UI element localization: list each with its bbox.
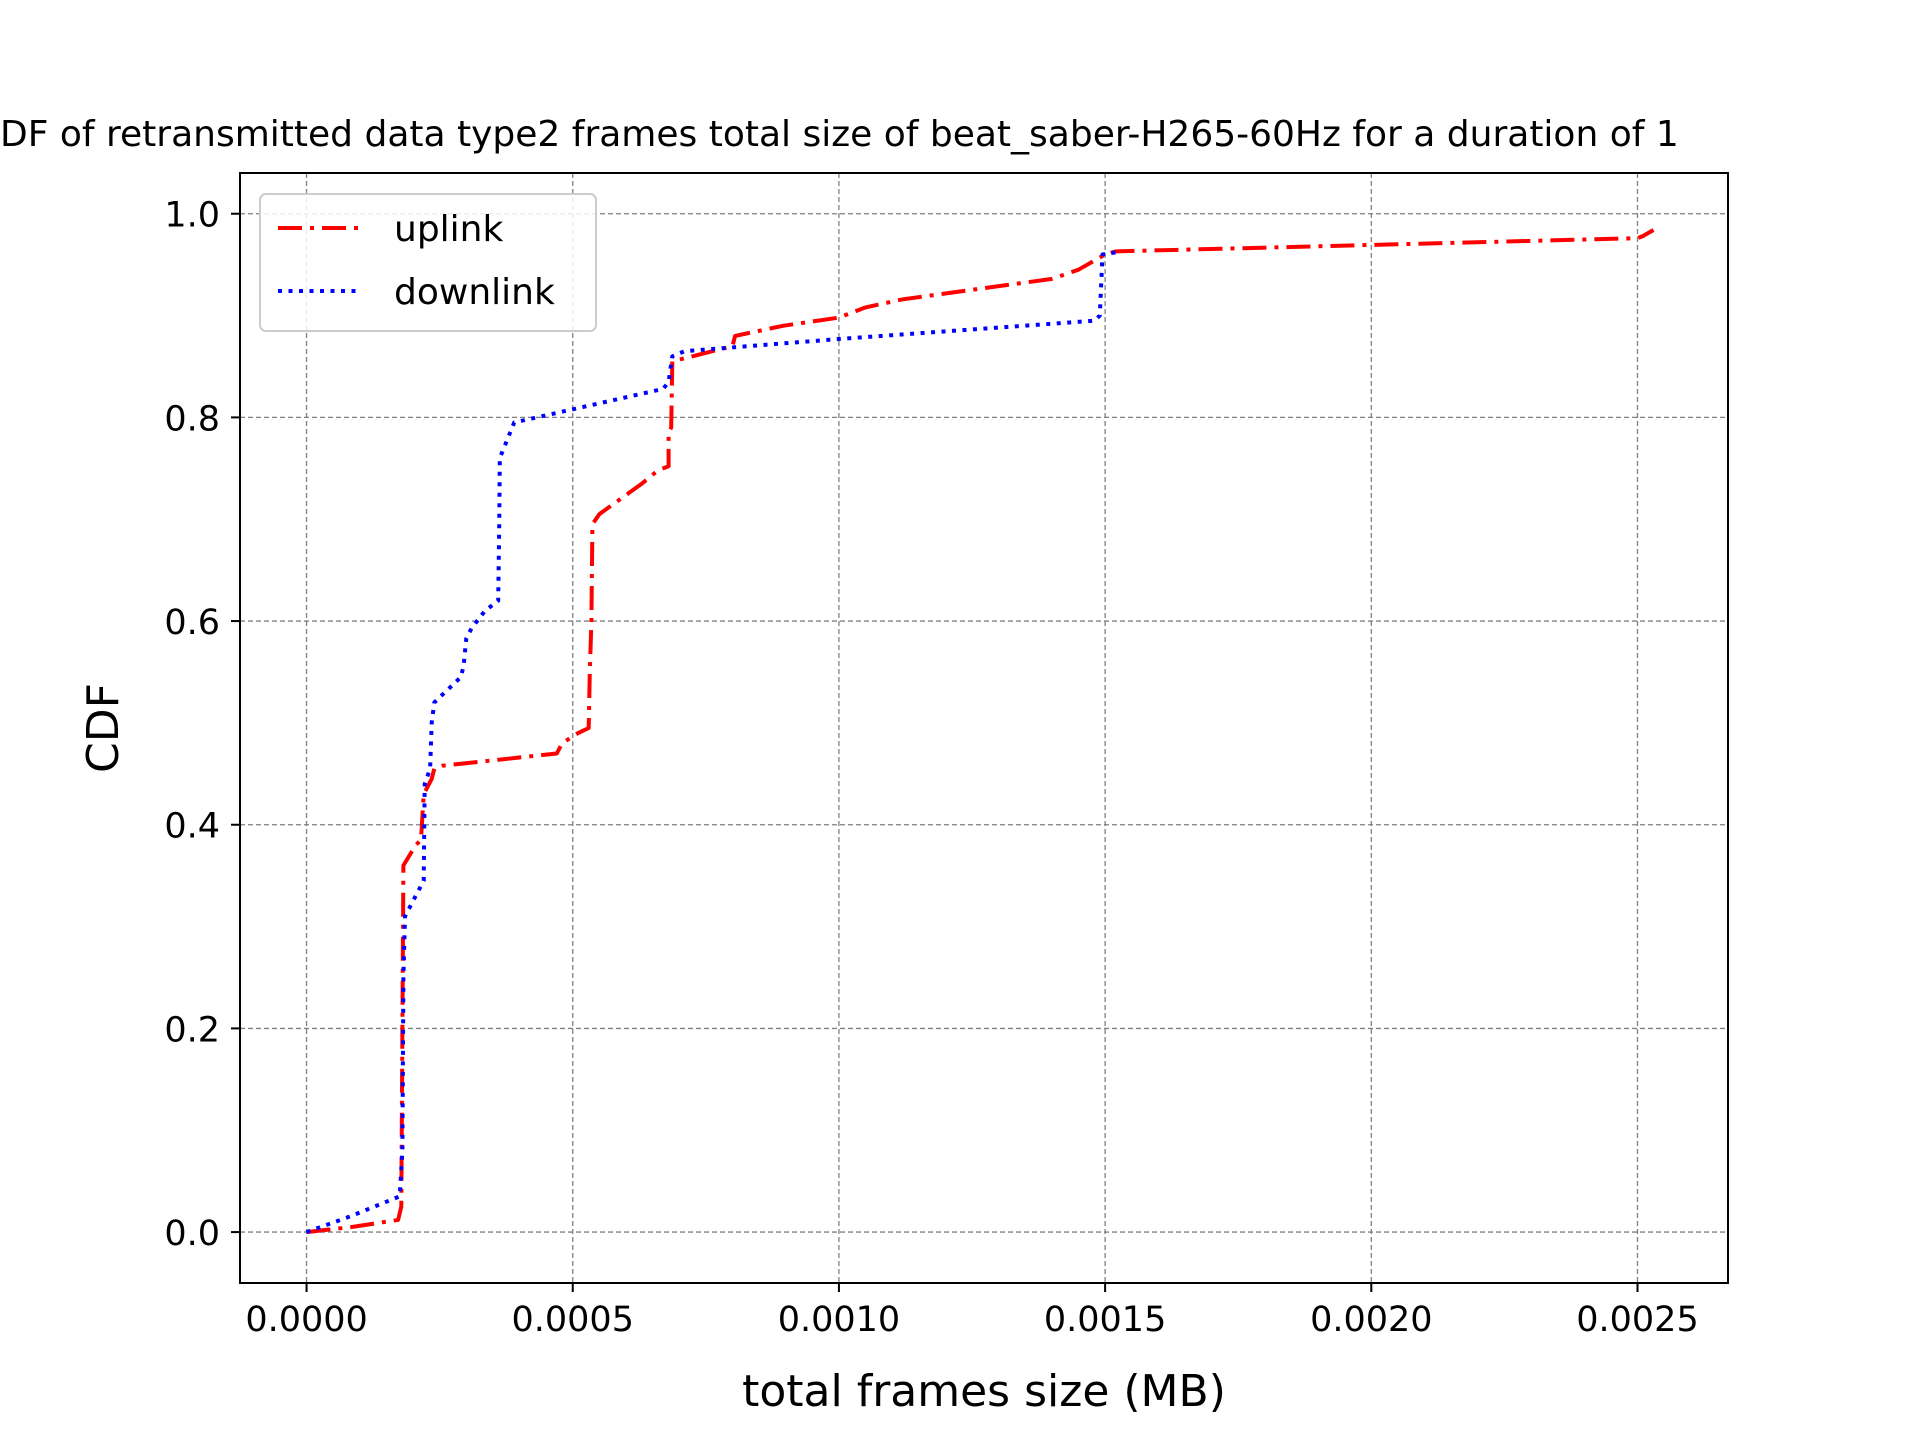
x-axis-label: total frames size (MB): [742, 1366, 1226, 1417]
y-tick-label: 0.4: [164, 807, 220, 847]
legend-label-downlink: downlink: [394, 272, 555, 313]
x-tick-label: 0.0000: [245, 1300, 367, 1340]
legend-label-uplink: uplink: [394, 209, 503, 250]
x-tick-label: 0.0020: [1310, 1300, 1432, 1340]
ticks: 0.0000 0.0005 0.0010 0.0015 0.0020 0.0025 0.0 0…: [164, 196, 1698, 1340]
x-tick-label: 0.0005: [512, 1300, 634, 1340]
series-line-downlink: [305, 250, 1117, 1234]
y-tick-label: 1.0: [164, 196, 220, 236]
y-tick-label: 0.2: [164, 1010, 220, 1050]
chart-title: DF of retransmitted data type2 frames to…: [0, 114, 1679, 155]
legend: uplink downlink: [259, 193, 597, 332]
plot-frame: [239, 172, 1729, 1284]
y-tick-label: 0.0: [164, 1214, 220, 1254]
series-line-uplink: [306, 228, 1655, 1235]
x-tick-label: 0.0025: [1576, 1300, 1698, 1340]
y-axis-label: CDF: [78, 683, 129, 773]
y-tick-label: 0.6: [164, 603, 220, 643]
x-tick-label: 0.0015: [1044, 1300, 1166, 1340]
y-tick-label: 0.8: [164, 399, 220, 439]
series-layer: [305, 228, 1655, 1235]
x-tick-label: 0.0010: [778, 1300, 900, 1340]
grid: [240, 173, 1728, 1283]
